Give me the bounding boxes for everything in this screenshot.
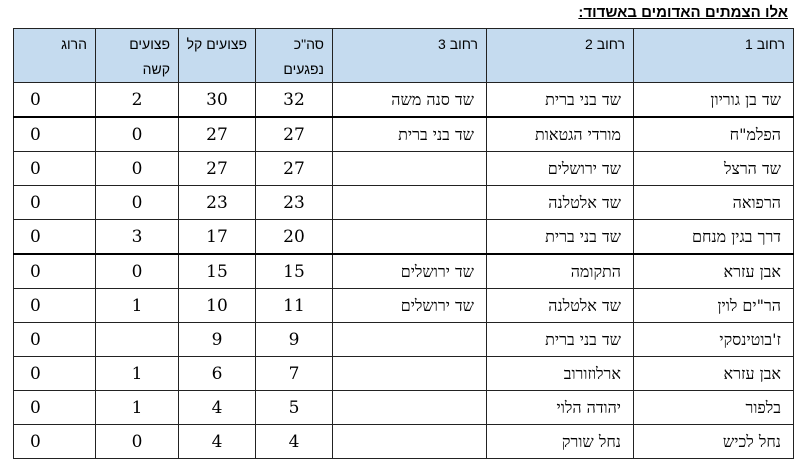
cell-total-injured: 5	[255, 390, 333, 425]
cell-severe-injured: 0	[95, 424, 179, 459]
table-row: הר"ים לוין שד אלטלנה שד ירושלים 11 10 1 0	[13, 288, 794, 323]
cell-street1: שד הרצל	[633, 151, 794, 186]
cell-street3: שד ירושלים	[332, 288, 487, 323]
cell-light-injured: 27	[178, 116, 256, 152]
cell-light-injured: 23	[178, 185, 256, 220]
header-street1: רחוב 1	[633, 28, 794, 83]
cell-severe-injured: 1	[95, 390, 179, 425]
cell-total-injured: 32	[255, 82, 333, 118]
cell-total-injured: 4	[255, 424, 333, 459]
cell-street3	[332, 390, 487, 425]
cell-light-injured: 4	[178, 390, 256, 425]
cell-severe-injured: 0	[95, 151, 179, 186]
header-total-injured: סה"כ נפגעים	[255, 28, 333, 83]
cell-street2: יהודה הלוי	[486, 390, 634, 425]
page-title: אלו הצמתים האדומים באשדוד:	[578, 4, 788, 21]
cell-light-injured: 17	[178, 219, 256, 255]
red-junctions-table: רחוב 1 רחוב 2 רחוב 3 סה"כ נפגעים פצועים …	[13, 28, 794, 459]
cell-street3: שד ירושלים	[332, 253, 487, 289]
cell-total-injured: 15	[255, 253, 333, 289]
table-row: נחל לכיש נחל שורק 4 4 0 0	[13, 424, 794, 459]
table-header-row: רחוב 1 רחוב 2 רחוב 3 סה"כ נפגעים פצועים …	[13, 28, 794, 83]
cell-street3: שד סנה משה	[332, 82, 487, 118]
cell-street1: הפלמ"ח	[633, 116, 794, 152]
header-street3: רחוב 3	[332, 28, 487, 83]
cell-street1: נחל לכיש	[633, 424, 794, 459]
cell-light-injured: 15	[178, 253, 256, 289]
header-light-injured: פצועים קל	[178, 28, 256, 83]
cell-street1: בלפור	[633, 390, 794, 425]
table-row: ז'בוטינסקי שד בני ברית 9 9 0	[13, 322, 794, 357]
cell-total-injured: 27	[255, 151, 333, 186]
cell-killed: 0	[13, 82, 96, 118]
cell-severe-injured	[95, 322, 179, 357]
cell-street2: ארלוזורוב	[486, 356, 634, 391]
cell-killed: 0	[13, 219, 96, 255]
cell-light-injured: 10	[178, 288, 256, 323]
cell-killed: 0	[13, 390, 96, 425]
cell-light-injured: 4	[178, 424, 256, 459]
cell-street3	[332, 322, 487, 357]
cell-street2: שד אלטלנה	[486, 288, 634, 323]
cell-killed: 0	[13, 356, 96, 391]
cell-street3	[332, 356, 487, 391]
cell-street1: שד בן גוריון	[633, 82, 794, 118]
cell-killed: 0	[13, 424, 96, 459]
cell-street1: ז'בוטינסקי	[633, 322, 794, 357]
cell-severe-injured: 1	[95, 356, 179, 391]
cell-street1: דרך בגין מנחם	[633, 219, 794, 255]
cell-killed: 0	[13, 116, 96, 152]
cell-street1: אבן עזרא	[633, 253, 794, 289]
table-row: דרך בגין מנחם שד בני ברית 20 17 3 0	[13, 219, 794, 255]
cell-street3	[332, 185, 487, 220]
cell-total-injured: 27	[255, 116, 333, 152]
cell-killed: 0	[13, 253, 96, 289]
cell-total-injured: 7	[255, 356, 333, 391]
cell-severe-injured: 0	[95, 185, 179, 220]
cell-street1: הרפואה	[633, 185, 794, 220]
table-row: הרפואה שד אלטלנה 23 23 0 0	[13, 185, 794, 220]
cell-total-injured: 20	[255, 219, 333, 255]
cell-killed: 0	[13, 322, 96, 357]
cell-street2: שד בני ברית	[486, 219, 634, 255]
cell-street2: שד בני ברית	[486, 82, 634, 118]
cell-street2: שד בני ברית	[486, 322, 634, 357]
cell-severe-injured: 0	[95, 253, 179, 289]
cell-street2: שד ירושלים	[486, 151, 634, 186]
table-row: בלפור יהודה הלוי 5 4 1 0	[13, 390, 794, 425]
cell-street2: התקומה	[486, 253, 634, 289]
cell-street3	[332, 151, 487, 186]
cell-severe-injured: 2	[95, 82, 179, 118]
cell-street3: שד בני ברית	[332, 116, 487, 152]
header-severe-injured: פצועים קשה	[95, 28, 179, 83]
cell-total-injured: 23	[255, 185, 333, 220]
cell-street3	[332, 219, 487, 255]
cell-light-injured: 6	[178, 356, 256, 391]
table-row: אבן עזרא ארלוזורוב 7 6 1 0	[13, 356, 794, 391]
table-row: שד בן גוריון שד בני ברית שד סנה משה 32 30 2 0	[13, 82, 794, 118]
cell-street3	[332, 424, 487, 459]
cell-severe-injured: 1	[95, 288, 179, 323]
cell-total-injured: 11	[255, 288, 333, 323]
cell-killed: 0	[13, 151, 96, 186]
table-row: אבן עזרא התקומה שד ירושלים 15 15 0 0	[13, 253, 794, 289]
table-row: הפלמ"ח מורדי הגטאות שד בני ברית 27 27 0 0	[13, 116, 794, 152]
header-killed: הרוג	[13, 28, 96, 83]
cell-killed: 0	[13, 185, 96, 220]
cell-street2: מורדי הגטאות	[486, 116, 634, 152]
cell-street1: אבן עזרא	[633, 356, 794, 391]
table-row: שד הרצל שד ירושלים 27 27 0 0	[13, 151, 794, 186]
cell-light-injured: 27	[178, 151, 256, 186]
cell-street2: שד אלטלנה	[486, 185, 634, 220]
cell-severe-injured: 3	[95, 219, 179, 255]
cell-light-injured: 9	[178, 322, 256, 357]
cell-severe-injured: 0	[95, 116, 179, 152]
cell-total-injured: 9	[255, 322, 333, 357]
cell-street1: הר"ים לוין	[633, 288, 794, 323]
cell-light-injured: 30	[178, 82, 256, 118]
cell-street2: נחל שורק	[486, 424, 634, 459]
header-street2: רחוב 2	[486, 28, 634, 83]
cell-killed: 0	[13, 288, 96, 323]
